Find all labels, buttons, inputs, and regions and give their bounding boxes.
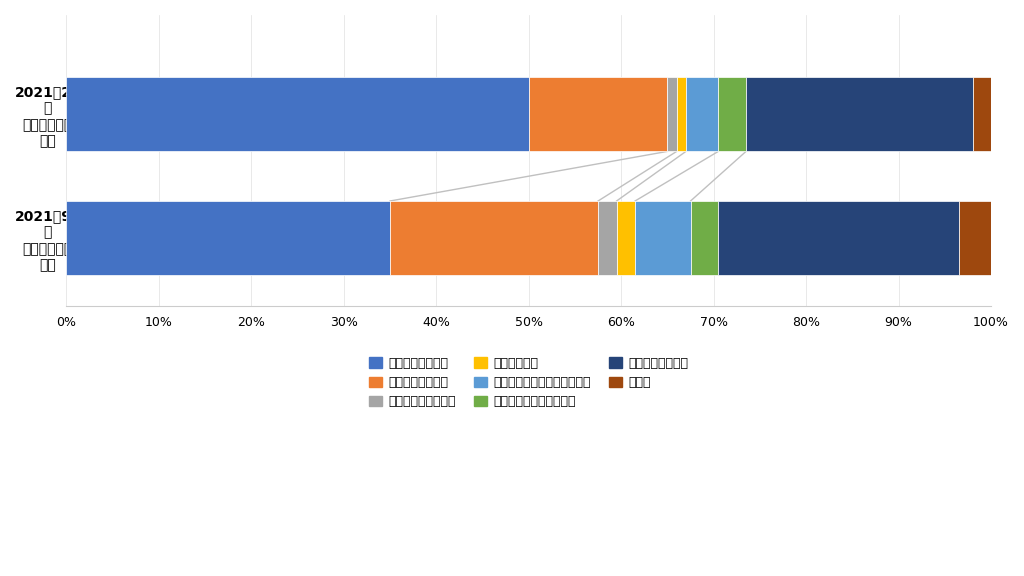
Bar xyxy=(746,77,973,151)
Bar xyxy=(390,201,598,275)
Bar xyxy=(668,77,677,151)
Legend: 全社実施している, 一部実施している, 実施に向けて対応中, 実施を検討中, 実施していないが検討したい, 実施していたが中止した, 実施の予定はない, その他: 全社実施している, 一部実施している, 実施に向けて対応中, 実施を検討中, 実… xyxy=(364,351,694,415)
Bar xyxy=(686,77,718,151)
Bar xyxy=(598,201,616,275)
Bar xyxy=(973,77,991,151)
Bar xyxy=(718,201,958,275)
Bar xyxy=(958,201,991,275)
Bar xyxy=(677,77,686,151)
Bar xyxy=(718,77,746,151)
Bar xyxy=(616,201,635,275)
Bar xyxy=(635,201,690,275)
Bar xyxy=(67,201,390,275)
Bar xyxy=(67,77,528,151)
Bar xyxy=(528,77,668,151)
Bar xyxy=(690,201,718,275)
